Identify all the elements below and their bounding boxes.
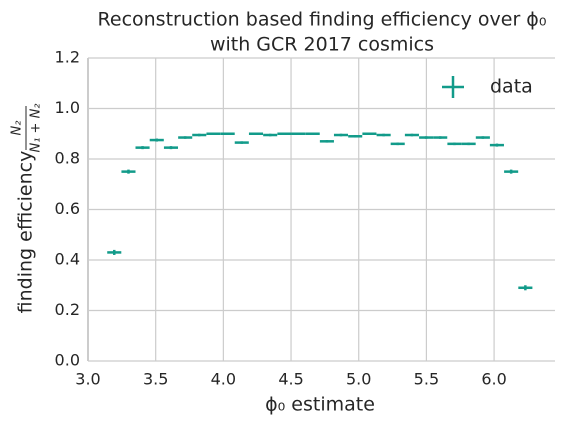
- y-tick-label: 0.2: [55, 300, 80, 319]
- y-label-numerator: N₂: [10, 121, 25, 136]
- y-axis-label: finding efficiency: [15, 151, 37, 314]
- y-tick-label: 1.2: [55, 48, 80, 67]
- y-tick-label: 0.4: [55, 250, 80, 269]
- legend-label: data: [490, 76, 533, 98]
- x-tick-label: 5.0: [346, 370, 371, 389]
- y-tick-label: 0.0: [55, 351, 80, 370]
- chart-title: Reconstruction based finding efficiency …: [98, 9, 547, 31]
- y-tick-label: 0.6: [55, 199, 80, 218]
- x-tick-label: 6.0: [481, 370, 506, 389]
- y-tick-label: 0.8: [55, 149, 80, 168]
- x-tick-label: 5.5: [414, 370, 439, 389]
- x-tick-label: 3.0: [75, 370, 100, 389]
- y-tick-label: 1.0: [55, 98, 80, 117]
- x-tick-label: 4.0: [211, 370, 236, 389]
- y-axis-label-group: finding efficiency N₂ N₁ + N₂: [10, 103, 44, 313]
- x-tick-label: 4.5: [278, 370, 303, 389]
- chart-subtitle: with GCR 2017 cosmics: [210, 34, 434, 56]
- y-label-denominator: N₁ + N₂: [29, 103, 44, 152]
- x-axis-label: ϕ₀ estimate: [265, 394, 375, 416]
- x-tick-label: 3.5: [143, 370, 168, 389]
